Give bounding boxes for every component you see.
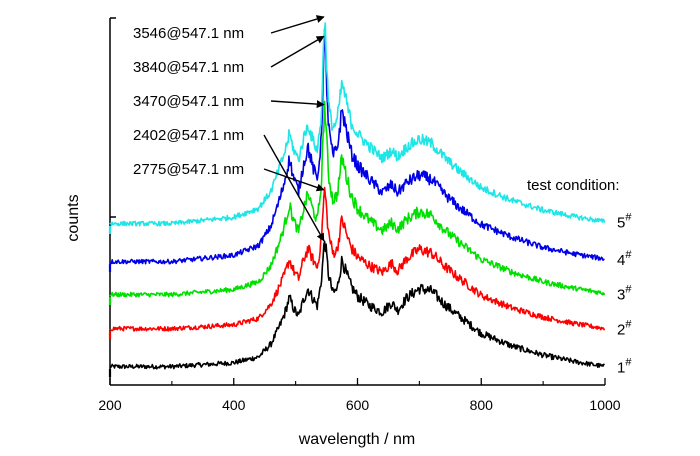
legend-label-2: 2# bbox=[617, 319, 632, 339]
annotation-label: 3840@547.1 nm bbox=[133, 59, 244, 76]
series-1-line bbox=[109, 240, 605, 370]
annotation-arrow bbox=[270, 35, 325, 68]
annotation-label: 3546@547.1 nm bbox=[133, 25, 244, 42]
legend-title: test condition: bbox=[527, 177, 620, 194]
x-ticks: 200 400 600 800 1000 bbox=[98, 378, 621, 413]
annotation-arrow bbox=[263, 134, 325, 242]
annotation-label: 3470@547.1 nm bbox=[133, 93, 244, 110]
legend-sup: # bbox=[625, 249, 632, 261]
curves bbox=[108, 22, 606, 377]
x-tick-label: 800 bbox=[470, 397, 494, 413]
legend: test condition: 1# 2# 3# 4# 5# bbox=[527, 177, 632, 377]
x-tick-label: 600 bbox=[346, 397, 370, 413]
legend-label-4: 4# bbox=[617, 249, 632, 269]
annotation-arrow bbox=[263, 168, 325, 192]
x-tick-label: 1000 bbox=[589, 397, 620, 413]
x-axis-label: wavelength / nm bbox=[298, 431, 416, 448]
legend-sup: # bbox=[625, 357, 632, 369]
annotations: 3546@547.1 nm 3840@547.1 nm 3470@547.1 nm 2… bbox=[133, 15, 325, 242]
annotation-arrow bbox=[270, 15, 325, 34]
series-5-line bbox=[109, 22, 606, 227]
series-3-line bbox=[109, 100, 606, 298]
series-4-line bbox=[109, 28, 605, 265]
legend-label-5: 5# bbox=[617, 212, 632, 232]
x-tick-label: 200 bbox=[98, 397, 122, 413]
x-tick-label: 400 bbox=[222, 397, 246, 413]
legend-label-1: 1# bbox=[617, 357, 632, 377]
legend-label-3: 3# bbox=[617, 283, 632, 303]
legend-sup: # bbox=[625, 212, 632, 224]
annotation-label: 2775@547.1 nm bbox=[133, 161, 244, 178]
series-2-line bbox=[109, 186, 606, 332]
annotation-label: 2402@547.1 nm bbox=[133, 127, 244, 144]
annotation-arrow bbox=[270, 100, 325, 109]
y-axis-label: counts bbox=[65, 194, 82, 241]
legend-sup: # bbox=[625, 283, 632, 295]
legend-sup: # bbox=[625, 319, 632, 331]
